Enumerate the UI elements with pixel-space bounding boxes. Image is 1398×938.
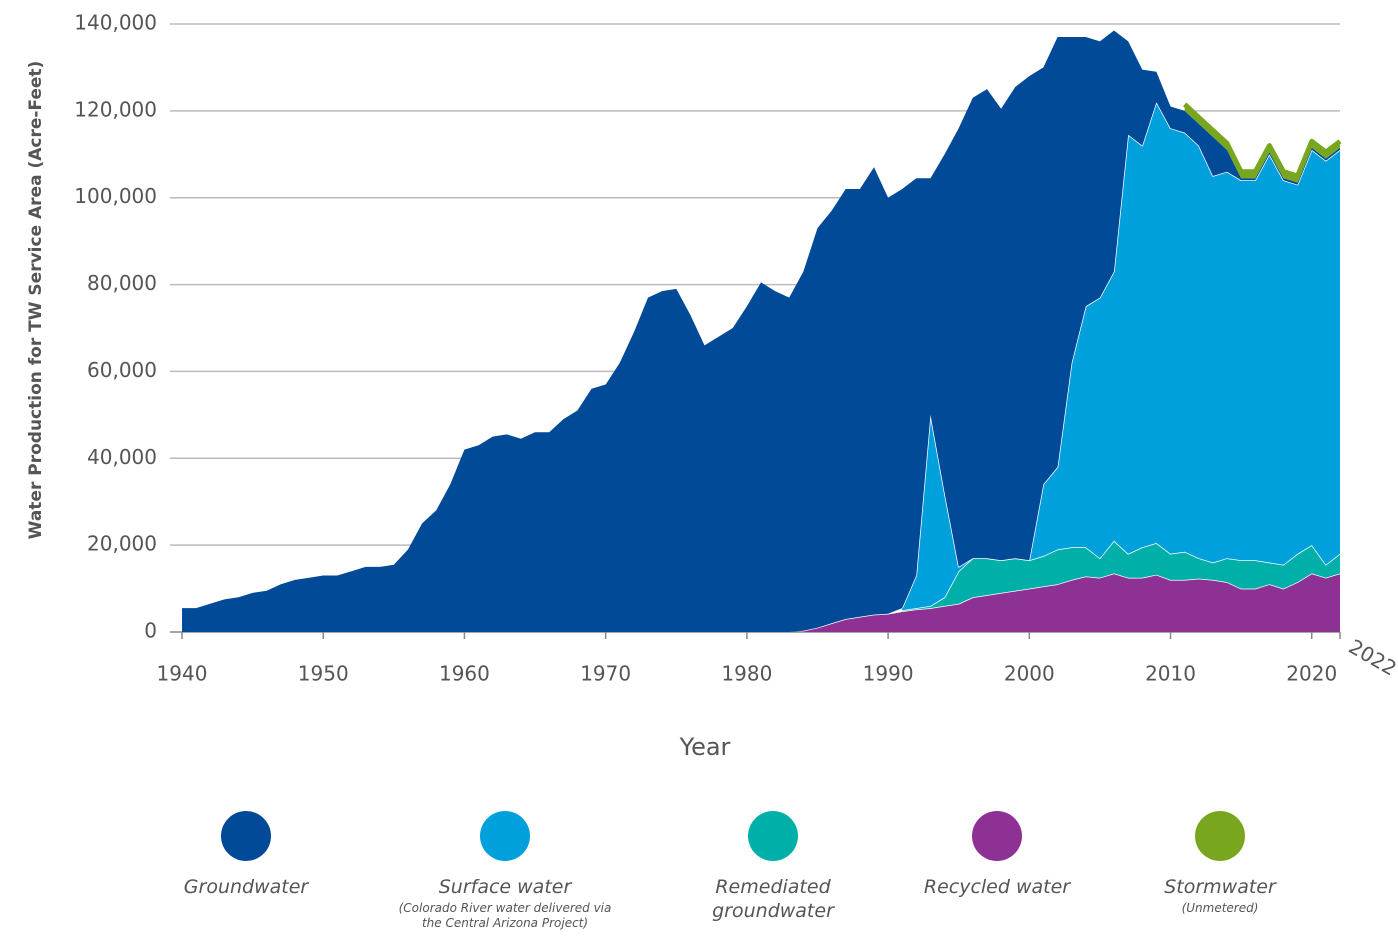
legend-label: Surface water <box>438 876 572 898</box>
legend-item: Surface water (Colorado River water deliv… <box>375 811 635 931</box>
legend-item: Remediated groundwater <box>643 811 903 923</box>
y-tick-label: 120,000 <box>74 97 157 121</box>
legend-item: Groundwater <box>116 811 376 899</box>
y-tick-label: 20,000 <box>87 532 157 556</box>
x-tick-label: 1950 <box>298 662 349 686</box>
x-tick-label: 2022 <box>1345 634 1398 680</box>
y-tick-label: 60,000 <box>87 358 157 382</box>
x-tick-label: 1990 <box>863 662 914 686</box>
x-axis-label: Year <box>679 733 731 761</box>
x-tick-label: 2000 <box>1004 662 1055 686</box>
area <box>902 540 1340 612</box>
y-tick-label: 40,000 <box>87 445 157 469</box>
legend-swatch <box>748 811 798 861</box>
x-tick-label: 1970 <box>580 662 631 686</box>
area <box>182 30 1340 632</box>
legend-swatch <box>221 811 271 861</box>
legend-label: Remediated groundwater <box>712 876 834 922</box>
legend-swatch <box>1195 811 1245 861</box>
y-tick-label: 100,000 <box>74 184 157 208</box>
legend-label: Groundwater <box>183 876 309 898</box>
legend-item: Recycled water <box>867 811 1127 899</box>
x-tick-label: 1940 <box>157 662 208 686</box>
legend-note: (Colorado River water delivered via the … <box>398 901 612 930</box>
legend-item: Stormwater (Unmetered) <box>1090 811 1350 916</box>
area <box>902 102 1340 611</box>
x-tick-label: 2010 <box>1145 662 1196 686</box>
area-edge <box>1182 102 1342 179</box>
legend-swatch <box>972 811 1022 861</box>
areas <box>182 30 1342 632</box>
x-tick-label: 2020 <box>1286 662 1337 686</box>
legend-note: (Unmetered) <box>1181 901 1259 915</box>
x-tick-label: 1980 <box>721 662 772 686</box>
legend-label: Stormwater <box>1164 876 1276 898</box>
y-axis-label: Water Production for TW Service Area (Ac… <box>26 61 46 540</box>
area <box>803 573 1340 632</box>
y-tick-label: 80,000 <box>87 271 157 295</box>
legend-swatch <box>480 811 530 861</box>
x-tick-label: 1960 <box>439 662 490 686</box>
y-tick-label: 0 <box>144 619 157 643</box>
legend-label: Recycled water <box>923 876 1071 898</box>
y-tick-label: 140,000 <box>74 11 157 35</box>
